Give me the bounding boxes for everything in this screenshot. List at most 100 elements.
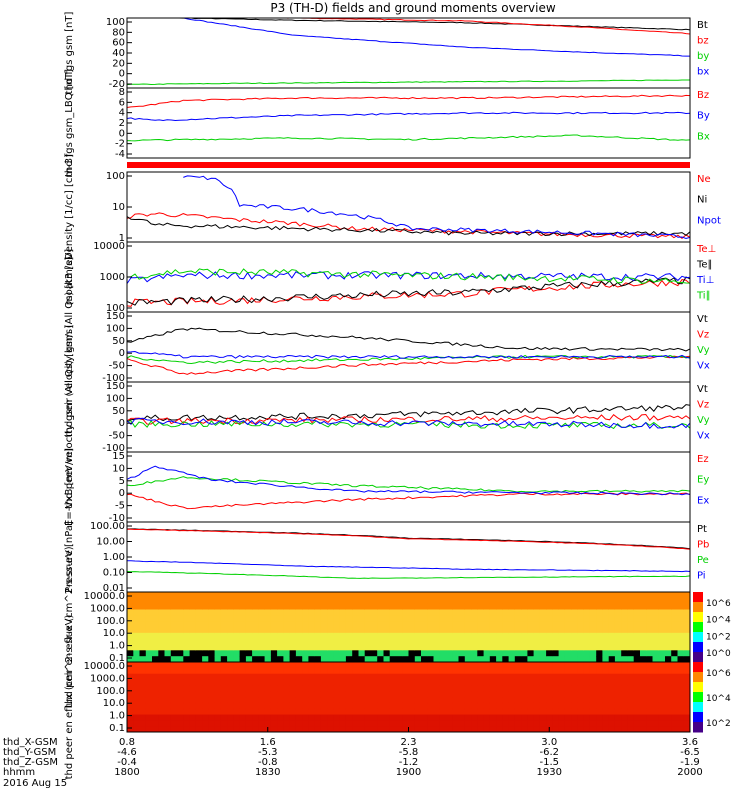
heatmap-cell: [464, 644, 472, 651]
heatmap-cell: [158, 702, 166, 710]
heatmap-cell: [427, 720, 435, 727]
heatmap-cell: [314, 650, 322, 657]
heatmap-cell: [339, 702, 347, 710]
heatmap-cell: [621, 656, 628, 663]
heatmap-cell: [245, 667, 253, 675]
heatmap-cell: [521, 656, 528, 663]
heatmap-cell: [589, 638, 597, 645]
heatmap-cell: [164, 597, 172, 605]
heatmap-cell: [464, 603, 472, 610]
heatmap-cell: [152, 708, 159, 715]
heatmap-cell: [308, 609, 316, 616]
heatmap-cell: [133, 667, 141, 675]
heatmap-cell: [195, 597, 203, 605]
panel-frame: [126, 241, 691, 313]
heatmap-cell: [427, 662, 435, 669]
heatmap-cell: [177, 726, 184, 733]
heatmap-cell: [421, 609, 428, 616]
heatmap-cell: [452, 615, 460, 622]
heatmap-cell: [289, 667, 297, 675]
heatmap-cell: [345, 603, 353, 610]
y-tick-label: 2: [119, 118, 125, 129]
heatmap-cell: [320, 702, 328, 710]
heatmap-cell: [589, 650, 597, 657]
heatmap-cell: [446, 662, 453, 669]
heatmap-cell: [427, 702, 435, 710]
heatmap-cell: [245, 627, 253, 634]
heatmap-cell: [270, 685, 278, 692]
heatmap-cell: [208, 603, 216, 610]
heatmap-cell: [458, 708, 466, 715]
panel-1-series-bz: [254, 18, 690, 35]
heatmap-cell: [546, 679, 553, 686]
heatmap-cell: [589, 621, 597, 628]
y-tick-label: 60: [112, 38, 125, 49]
heatmap-cell: [264, 621, 272, 628]
heatmap-cell: [658, 621, 666, 628]
heatmap-cell: [496, 720, 503, 727]
heatmap-cell: [589, 592, 597, 599]
heatmap-cell: [621, 650, 628, 657]
heatmap-cell: [139, 609, 147, 616]
heatmap-cell: [389, 685, 397, 692]
legend-Vy: Vy: [697, 415, 710, 426]
heatmap-cell: [195, 650, 203, 657]
heatmap-cell: [589, 632, 597, 640]
heatmap-cell: [227, 603, 234, 610]
heatmap-cell: [283, 632, 291, 640]
heatmap-cell: [308, 597, 316, 605]
heatmap-cell: [414, 656, 422, 663]
heatmap-cell: [314, 662, 322, 669]
heatmap-cell: [177, 691, 184, 698]
heatmap-cell: [552, 726, 560, 733]
heatmap-cell: [602, 621, 610, 628]
heatmap-cell: [220, 627, 228, 634]
heatmap-cell: [252, 691, 259, 698]
heatmap-cell: [558, 644, 566, 651]
heatmap-cell: [383, 662, 391, 669]
heatmap-cell: [577, 656, 585, 663]
heatmap-cell: [646, 697, 653, 704]
heatmap-cell: [302, 632, 309, 640]
heatmap-cell: [371, 621, 378, 628]
legend-bz: bz: [697, 36, 709, 47]
heatmap-cell: [464, 691, 472, 698]
x-label-z: thd_Z-GSM: [3, 757, 58, 768]
heatmap-cell: [658, 632, 666, 640]
heatmap-cell: [183, 714, 191, 721]
heatmap-cell: [164, 708, 172, 715]
heatmap-cell: [358, 726, 366, 733]
heatmap-cell: [652, 621, 660, 628]
heatmap-cell: [195, 673, 203, 680]
heatmap-cell: [652, 667, 660, 675]
heatmap-cell: [289, 615, 297, 622]
colorbar-segment: [693, 642, 703, 653]
y-axis-label: thd peer velocity gsm (All Qs) [km/s]: [64, 325, 75, 509]
heatmap-cell: [270, 662, 278, 669]
colorbar-tick: 10^0: [706, 649, 731, 659]
heatmap-cell: [421, 667, 428, 675]
y-tick-label: 0: [119, 418, 125, 429]
heatmap-cell: [564, 708, 572, 715]
heatmap-cell: [270, 621, 278, 628]
y-tick-label: -50: [109, 431, 125, 442]
panel-6-series-Vy: [127, 420, 690, 430]
heatmap-cell: [345, 673, 353, 680]
heatmap-cell: [170, 697, 178, 704]
heatmap-cell: [596, 650, 603, 657]
heatmap-cell: [671, 708, 678, 715]
heatmap-cell: [383, 673, 391, 680]
heatmap-cell: [446, 691, 453, 698]
heatmap-cell: [345, 714, 353, 721]
heatmap-cell: [164, 615, 172, 622]
heatmap-cell: [202, 609, 209, 616]
heatmap-cell: [402, 615, 409, 622]
heatmap-cell: [308, 662, 316, 669]
heatmap-cell: [652, 685, 660, 692]
heatmap-cell: [327, 615, 334, 622]
heatmap-cell: [208, 627, 216, 634]
heatmap-cell: [446, 621, 453, 628]
heatmap-cell: [496, 726, 503, 733]
heatmap-cell: [640, 708, 647, 715]
